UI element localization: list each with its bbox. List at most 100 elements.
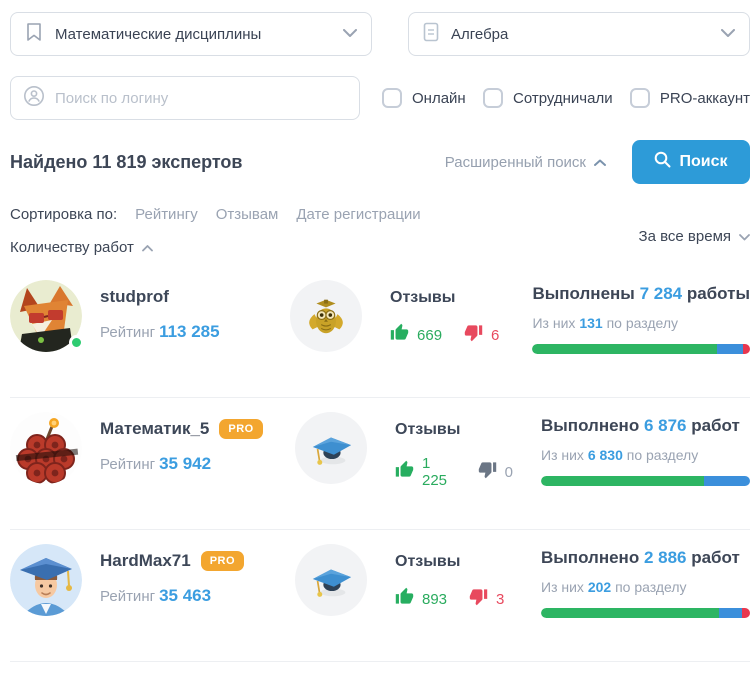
section-count: 202 (587, 579, 612, 595)
pro-badge: PRO (219, 419, 263, 439)
works-progress-bar (541, 476, 750, 486)
sort-by-reviews[interactable]: Отзывам (215, 206, 279, 223)
section-suffix: по разделу (626, 447, 699, 463)
checkbox-box[interactable] (382, 88, 402, 108)
advanced-search-toggle[interactable]: Расширенный поиск (445, 154, 606, 171)
found-prefix: Найдено (10, 151, 88, 172)
bar-segment-green (541, 476, 705, 486)
works-count: 7 284 (639, 284, 683, 303)
expert-rating: Рейтинг 113 285 (100, 322, 262, 342)
search-icon (654, 151, 671, 173)
period-select[interactable]: За все время (639, 228, 750, 245)
reviews-title: Отзывы (395, 421, 461, 438)
reviews-block: Отзывы 893 3 (395, 544, 513, 611)
works-total: Выполнено 2 886 работ (541, 548, 750, 568)
discipline-select[interactable]: Математические дисциплины (10, 12, 372, 56)
checkbox-label: PRO-аккаунт (659, 89, 750, 107)
online-indicator (69, 335, 84, 350)
works-total: Выполнены 7 284 работы (532, 284, 750, 304)
found-count-text: Найдено 11 819 экспертов (10, 152, 243, 173)
sorting-options-row: Сортировка по: Рейтингу Отзывам Дате рег… (10, 206, 750, 223)
bar-segment-red (741, 608, 750, 618)
expert-username[interactable]: studprof (100, 287, 169, 306)
rating-value: 35 942 (159, 454, 212, 473)
works-prefix: Выполнено (541, 416, 640, 435)
bar-segment-green (541, 608, 719, 618)
works-in-section: Из них 131 по разделу (532, 315, 750, 331)
thumb-down-icon (464, 323, 483, 347)
period-label: За все время (638, 228, 731, 245)
dislikes: 6 (491, 326, 500, 344)
login-search-input[interactable] (55, 89, 347, 107)
checkbox-cooperated[interactable]: Сотрудничали (482, 88, 613, 108)
sort-by-registration-date[interactable]: Дате регистрации (296, 206, 421, 223)
works-suffix: работы (686, 284, 750, 303)
pro-badge: PRO (200, 551, 245, 571)
achievement-badge (290, 280, 363, 352)
results-header-right: Расширенный поиск Поиск (445, 140, 750, 184)
search-button[interactable]: Поиск (632, 140, 750, 184)
thumb-up-icon (395, 587, 414, 611)
expert-row: Математик_5 PRO Рейтинг 35 942 Отз (10, 398, 750, 530)
search-filters-row: Онлайн Сотрудничали PRO-аккаунт (10, 76, 750, 120)
checkbox-online[interactable]: Онлайн (382, 88, 466, 108)
rating-value: 35 463 (159, 586, 212, 605)
works-block: Выполнено 6 876 работ Из них 6 830 по ра… (541, 412, 750, 486)
discipline-select-value: Математические дисциплины (55, 25, 262, 43)
subject-select[interactable]: Алгебра (408, 12, 750, 56)
dislikes: 3 (496, 590, 505, 608)
reviews-title: Отзывы (390, 289, 456, 306)
likes-count: 669 (417, 326, 443, 344)
section-prefix: Из них (541, 579, 584, 595)
section-suffix: по разделу (615, 579, 687, 595)
filter-selects-row: Математические дисциплины Алгебра (10, 12, 750, 56)
bar-segment-green (532, 344, 718, 354)
expert-rating: Рейтинг 35 942 (100, 454, 267, 474)
bar-segment-blue (717, 344, 744, 354)
expert-identity: HardMax71 PRO Рейтинг 35 463 (100, 544, 267, 606)
active-sort-label: Количеству работ (10, 239, 134, 256)
search-button-label: Поиск (679, 153, 728, 170)
found-suffix: экспертов (151, 151, 243, 172)
graduation-cap-icon (312, 569, 352, 597)
checkbox-pro-account[interactable]: PRO-аккаунт (629, 88, 750, 108)
advanced-search-label: Расширенный поиск (444, 153, 586, 171)
checkbox-box[interactable] (629, 88, 650, 108)
expert-identity: Математик_5 PRO Рейтинг 35 942 (100, 412, 267, 474)
works-progress-bar (541, 608, 750, 618)
likes-count: 1 225 (422, 455, 448, 489)
thumb-up-icon (390, 323, 409, 347)
expert-row: HardMax71 PRO Рейтинг 35 463 Отзыв (10, 530, 750, 662)
sort-by-works-count-active[interactable]: Количеству работ (10, 239, 750, 256)
chevron-down-icon (739, 228, 750, 245)
avatar[interactable] (10, 544, 82, 616)
reviews-block: Отзывы 669 6 (390, 280, 504, 347)
avatar[interactable] (10, 280, 84, 352)
avatar[interactable] (10, 412, 82, 484)
rating-value: 113 285 (159, 322, 220, 341)
subject-select-value: Алгебра (451, 25, 509, 43)
login-search-box[interactable] (10, 76, 360, 120)
reviews-block: Отзывы 1 225 0 (395, 412, 513, 489)
works-total: Выполнено 6 876 работ (541, 416, 750, 436)
bookmark-icon (25, 22, 43, 47)
expert-username[interactable]: Математик_5 (100, 419, 210, 438)
section-suffix: по разделу (606, 315, 679, 331)
sort-by-rating[interactable]: Рейтингу (135, 206, 198, 223)
expert-username[interactable]: HardMax71 (100, 551, 191, 570)
section-prefix: Из них (541, 447, 584, 463)
works-suffix: работ (691, 548, 740, 567)
works-progress-bar (532, 344, 750, 354)
rating-label: Рейтинг (100, 324, 156, 341)
graduation-cap-icon (312, 437, 352, 465)
chevron-down-icon (343, 25, 357, 43)
chevron-down-icon (721, 25, 735, 43)
thumb-up-icon (395, 460, 414, 484)
thumb-down-icon (469, 587, 488, 611)
expert-rating: Рейтинг 35 463 (100, 586, 267, 606)
checkbox-box[interactable] (482, 88, 503, 108)
works-block: Выполнено 2 886 работ Из них 202 по разд… (541, 544, 750, 618)
